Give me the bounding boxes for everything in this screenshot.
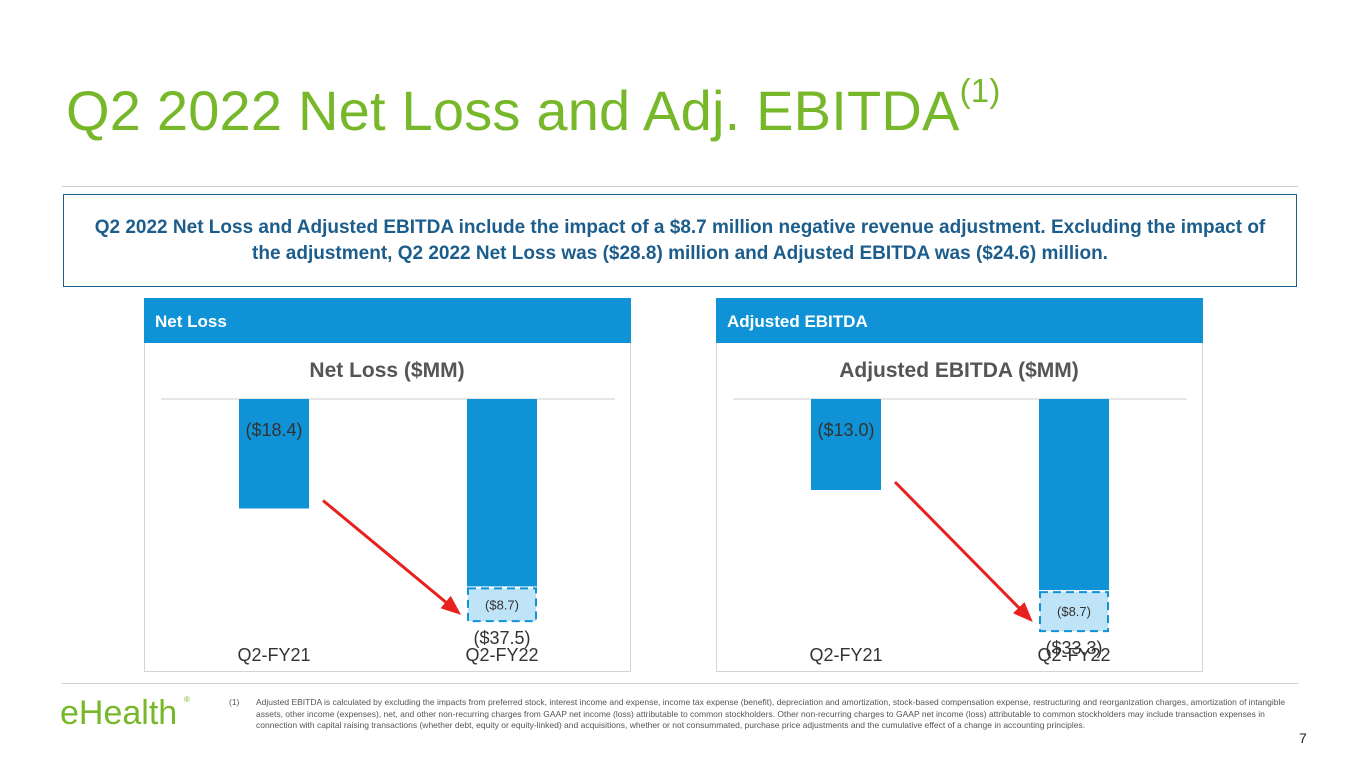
trend-arrow-line — [893, 480, 1032, 621]
trend-arrow-head — [1013, 602, 1033, 622]
bar-q2-fy22 — [1039, 399, 1109, 591]
adjustment-label: ($8.7) — [485, 597, 519, 612]
net-loss-chart: Net Loss ($MM) ($18.4) Q2-FY21 ($8.7) ($37.5… — [161, 359, 615, 665]
adjustment-segment — [467, 587, 537, 623]
top-divider — [62, 186, 1298, 187]
page-title-text: Q2 2022 Net Loss and Adj. EBITDA — [66, 79, 960, 142]
logo-text: eHealth — [60, 694, 177, 730]
title-footnote-marker: (1) — [959, 72, 1001, 109]
page-title: Q2 2022 Net Loss and Adj. EBITDA(1) — [66, 72, 1001, 143]
page-number: 7 — [1299, 730, 1307, 746]
category-label-q2-fy21: Q2-FY21 — [809, 645, 882, 665]
adjusted-ebitda-chart: Adjusted EBITDA ($MM) ($13.0) Q2-FY21 ($8.7… — [733, 359, 1187, 665]
category-label-q2-fy22: Q2-FY22 — [1037, 645, 1110, 665]
trend-arrow-head — [440, 595, 462, 615]
value-label-q2-fy22: ($33.3) — [1045, 638, 1102, 658]
bar-q2-fy21 — [239, 399, 309, 509]
adjusted-ebitda-panel-header: Adjusted EBITDA — [716, 298, 1203, 343]
category-label-q2-fy21: Q2-FY21 — [237, 645, 310, 665]
footnote-text: Adjusted EBITDA is calculated by excludi… — [256, 697, 1286, 730]
logo-registered-mark: ® — [184, 695, 190, 704]
bottom-divider — [62, 683, 1298, 684]
footnote-number: (1) — [229, 697, 240, 707]
callout-text: Q2 2022 Net Loss and Adjusted EBITDA inc… — [94, 216, 1266, 264]
chart-title: Adjusted EBITDA ($MM) — [839, 359, 1079, 382]
adjusted-ebitda-panel: Adjusted EBITDA Adjusted EBITDA ($MM) ($1… — [716, 298, 1203, 672]
adjustment-segment — [1039, 591, 1109, 633]
callout-box: Q2 2022 Net Loss and Adjusted EBITDA inc… — [63, 194, 1297, 287]
chart-title: Net Loss ($MM) — [309, 359, 464, 382]
net-loss-panel-header: Net Loss — [144, 298, 631, 343]
value-label-q2-fy21: ($18.4) — [245, 420, 302, 440]
ehealth-logo: eHealth ® — [60, 694, 190, 730]
bar-q2-fy22 — [467, 399, 537, 587]
category-label-q2-fy22: Q2-FY22 — [465, 645, 538, 665]
value-label-q2-fy22: ($37.5) — [473, 628, 530, 648]
adjustment-label: ($8.7) — [1057, 604, 1091, 619]
bar-q2-fy21 — [811, 399, 881, 490]
net-loss-panel: Net Loss Net Loss ($MM) ($18.4) Q2-FY21 ($8… — [144, 298, 631, 672]
value-label-q2-fy21: ($13.0) — [817, 420, 874, 440]
trend-arrow-line — [322, 499, 459, 614]
